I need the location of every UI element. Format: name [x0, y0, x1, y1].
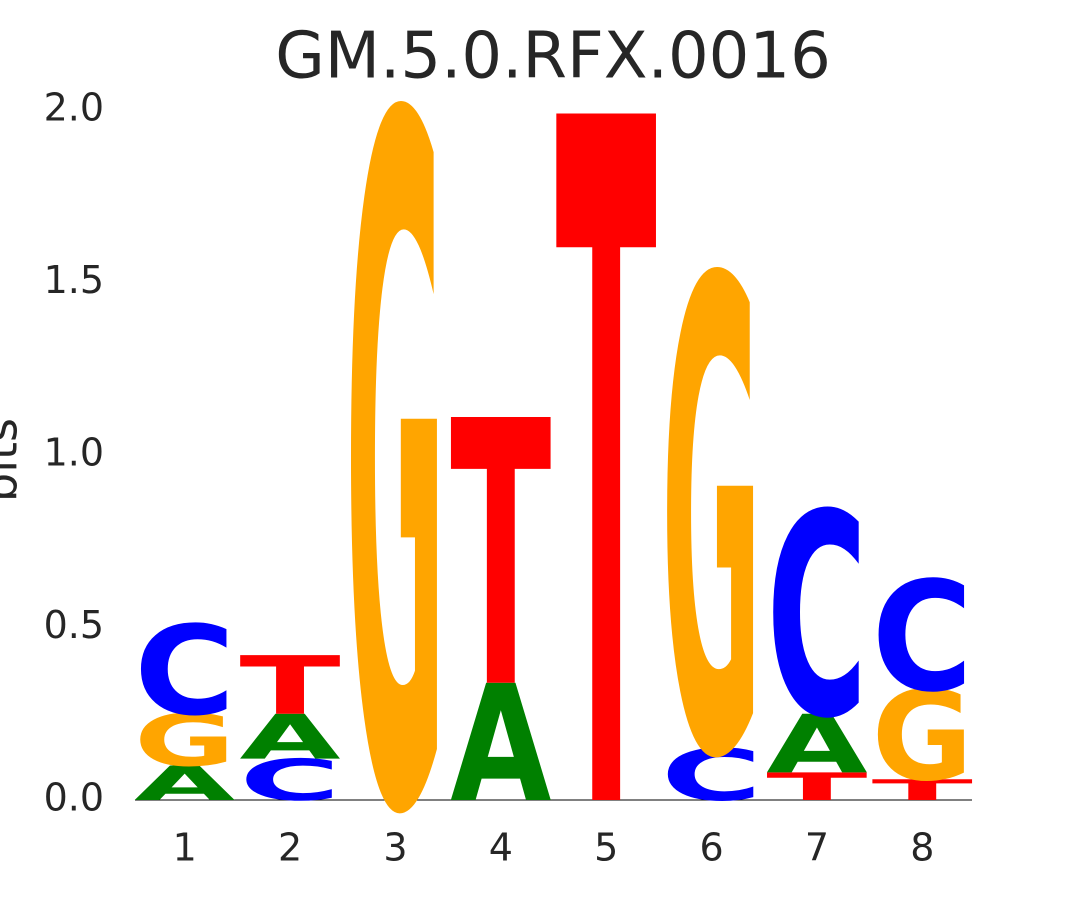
x-tick-label: 5 [594, 826, 618, 870]
x-tick-label: 6 [699, 826, 723, 870]
y-tick-label: 1.0 [44, 431, 104, 475]
logo-letter: C [872, 549, 973, 726]
logo-letter: A [450, 651, 551, 838]
x-tick-label: 7 [805, 826, 829, 870]
logo-letter: G [872, 666, 973, 809]
logo-letter: G [134, 700, 235, 783]
logo-letter: A [239, 702, 341, 774]
logo-letter: C [239, 748, 340, 814]
y-tick-label: 2.0 [44, 86, 104, 130]
y-tick-label: 1.5 [44, 258, 104, 302]
x-tick-label: 8 [910, 826, 934, 870]
logo-letter: G [661, 146, 762, 900]
x-tick-label: 1 [173, 826, 197, 870]
logo-letter: G [345, 0, 446, 900]
y-tick-label: 0.5 [44, 603, 104, 647]
logo-letter: A [766, 697, 867, 791]
logo-letter: T [239, 639, 340, 733]
logo-letter: C [134, 601, 235, 744]
logo-letter: T [766, 765, 868, 809]
logo-letter: A [134, 757, 236, 812]
x-tick-label: 4 [489, 826, 513, 870]
x-tick-label: 3 [383, 826, 407, 870]
logo-letter: C [661, 734, 762, 817]
chart-title: GM.5.0.RFX.0016 [275, 20, 831, 94]
logo-letter: C [766, 455, 867, 780]
y-tick-label: 0.0 [44, 776, 104, 820]
logo-letter: T [450, 345, 552, 769]
logo-letter: T [556, 0, 658, 900]
y-axis-label: bits [0, 418, 28, 502]
x-tick-label: 2 [278, 826, 302, 870]
logo-letter: T [872, 774, 977, 807]
